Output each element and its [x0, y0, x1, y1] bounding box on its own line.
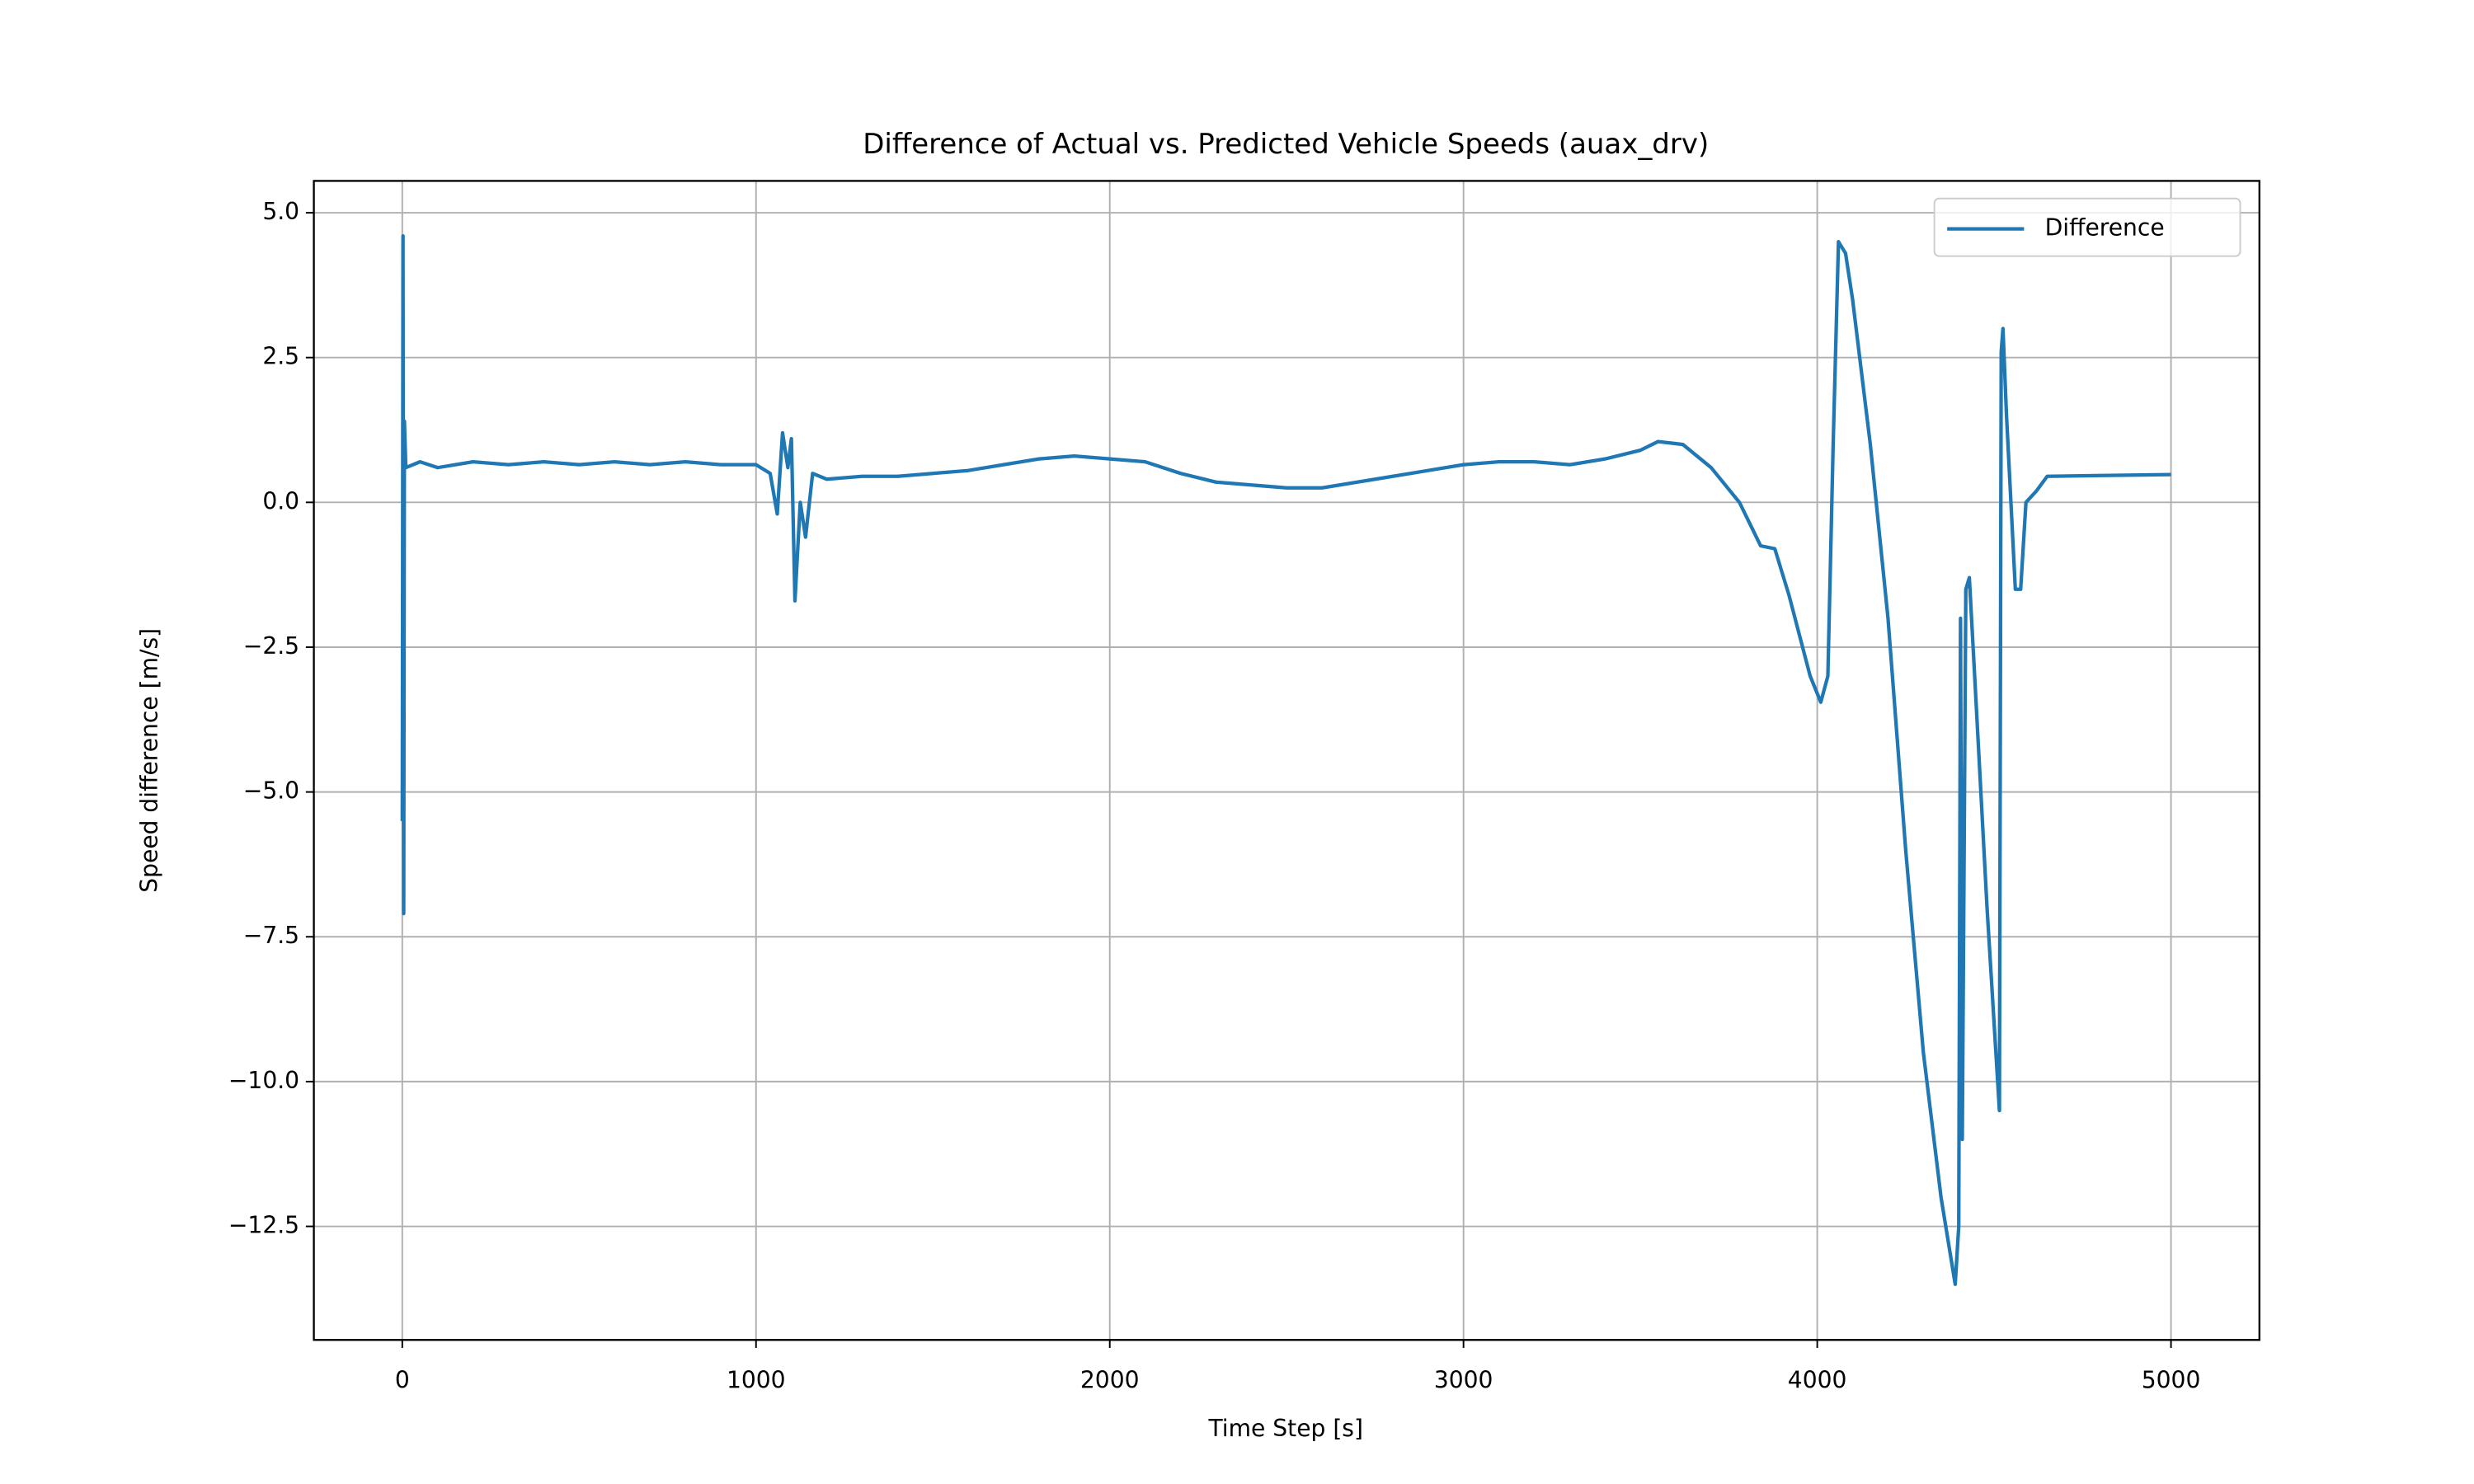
y-tick-label: −12.5 [228, 1212, 299, 1239]
chart-title: Difference of Actual vs. Predicted Vehic… [863, 128, 1709, 161]
legend-box [1933, 197, 2241, 257]
legend-label: Difference [2045, 214, 2165, 242]
x-tick-label: 2000 [1080, 1367, 1140, 1394]
x-axis-label: Time Step [s] [1207, 1415, 1362, 1442]
y-tick-label: −2.5 [243, 632, 299, 660]
y-axis-label: Speed difference [m/s] [136, 628, 163, 893]
plot [400, 234, 2171, 1286]
x-tick-label: 1000 [727, 1367, 786, 1394]
ticks: 0 1000 2000 3000 4000 5000 5.0 2.5 0.0 −2.5 −5.0 −7… [228, 198, 2201, 1394]
plot-frame [313, 180, 2260, 1341]
x-tick-label: 0 [395, 1367, 410, 1394]
x-tick-label: 5000 [2142, 1367, 2201, 1394]
legend: Difference [1933, 197, 2241, 257]
y-tick-label: 0.0 [262, 487, 299, 514]
y-tick-label: −7.5 [243, 922, 299, 949]
y-tick-label: −10.0 [228, 1067, 299, 1094]
x-tick-label: 3000 [1434, 1367, 1493, 1394]
data-line [400, 234, 2171, 1286]
grid [313, 181, 2260, 1341]
y-tick-label: 5.0 [262, 198, 299, 225]
y-tick-label: 2.5 [262, 343, 299, 370]
x-tick-label: 4000 [1788, 1367, 1847, 1394]
y-tick-label: −5.0 [243, 777, 299, 805]
